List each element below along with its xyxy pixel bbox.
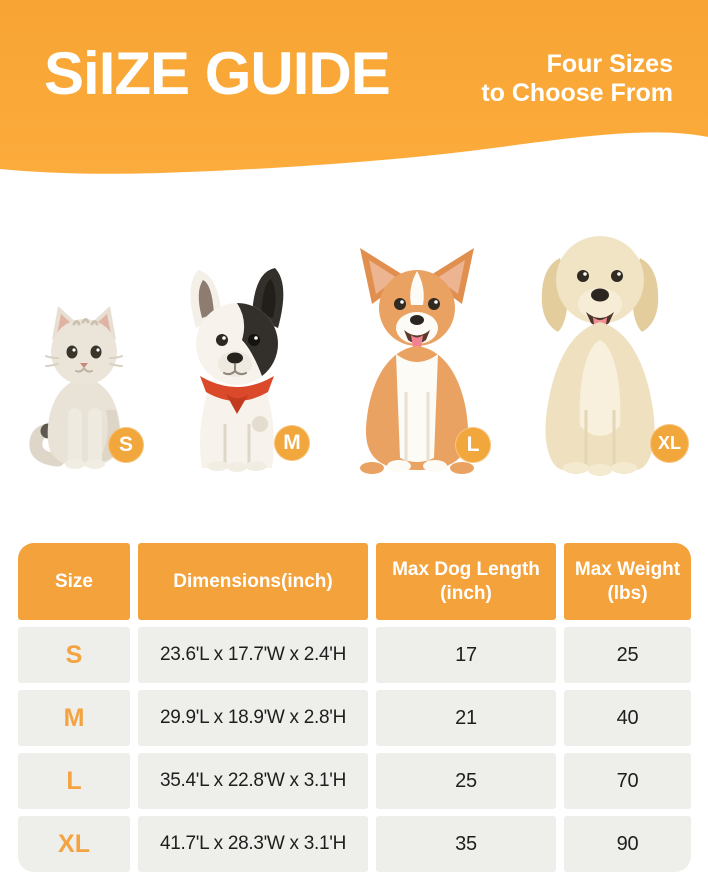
size-badge-l: L: [455, 427, 491, 463]
cell-m-max-dog-length: 21: [376, 690, 556, 746]
cell-m-max-weight: 40: [564, 690, 691, 746]
cell-s-dimensions: 23.6'L x 17.7'W x 2.4'H: [138, 627, 368, 683]
cell-s-max-weight: 25: [564, 627, 691, 683]
cell-xl-dimensions: 41.7'L x 28.3'W x 3.1'H: [138, 816, 368, 872]
french-bulldog-illustration: [178, 264, 296, 472]
size-badge-s: S: [108, 427, 144, 463]
column-header-size: Size: [18, 543, 130, 620]
cat-illustration: [28, 300, 140, 472]
cell-l-max-weight: 70: [564, 753, 691, 809]
column-header-max-dog-length: Max Dog Length (inch): [376, 543, 556, 620]
banner: SiIZE GUIDE Four Sizes to Choose From: [0, 0, 708, 200]
cell-s-size: S: [18, 627, 130, 683]
cell-l-max-dog-length: 25: [376, 753, 556, 809]
cell-xl-max-dog-length: 35: [376, 816, 556, 872]
size-badge-m: M: [274, 425, 310, 461]
tagline-line-2: to Choose From: [481, 79, 673, 107]
tagline-line-1: Four Sizes: [546, 50, 673, 78]
banner-tagline: Four Sizes to Choose From: [481, 50, 673, 108]
column-header-dimensions: Dimensions(inch): [138, 543, 368, 620]
corgi-illustration: [350, 242, 484, 478]
cell-l-size: L: [18, 753, 130, 809]
size-badge-xl: XL: [650, 424, 689, 463]
cell-xl-size: XL: [18, 816, 130, 872]
cell-m-size: M: [18, 690, 130, 746]
cell-s-max-dog-length: 17: [376, 627, 556, 683]
page-title: SiIZE GUIDE: [44, 40, 391, 107]
column-header-max-weight: Max Weight (lbs): [564, 543, 691, 620]
cell-m-dimensions: 29.9'L x 18.9'W x 2.8'H: [138, 690, 368, 746]
cell-l-dimensions: 35.4'L x 22.8'W x 3.1'H: [138, 753, 368, 809]
size-table: Size Dimensions(inch) Max Dog Length (inch…: [18, 543, 691, 872]
banner-wave-shape: [0, 0, 708, 174]
cell-xl-max-weight: 90: [564, 816, 691, 872]
golden-retriever-illustration: [524, 220, 676, 477]
animals-band: S M L XL: [0, 200, 708, 500]
